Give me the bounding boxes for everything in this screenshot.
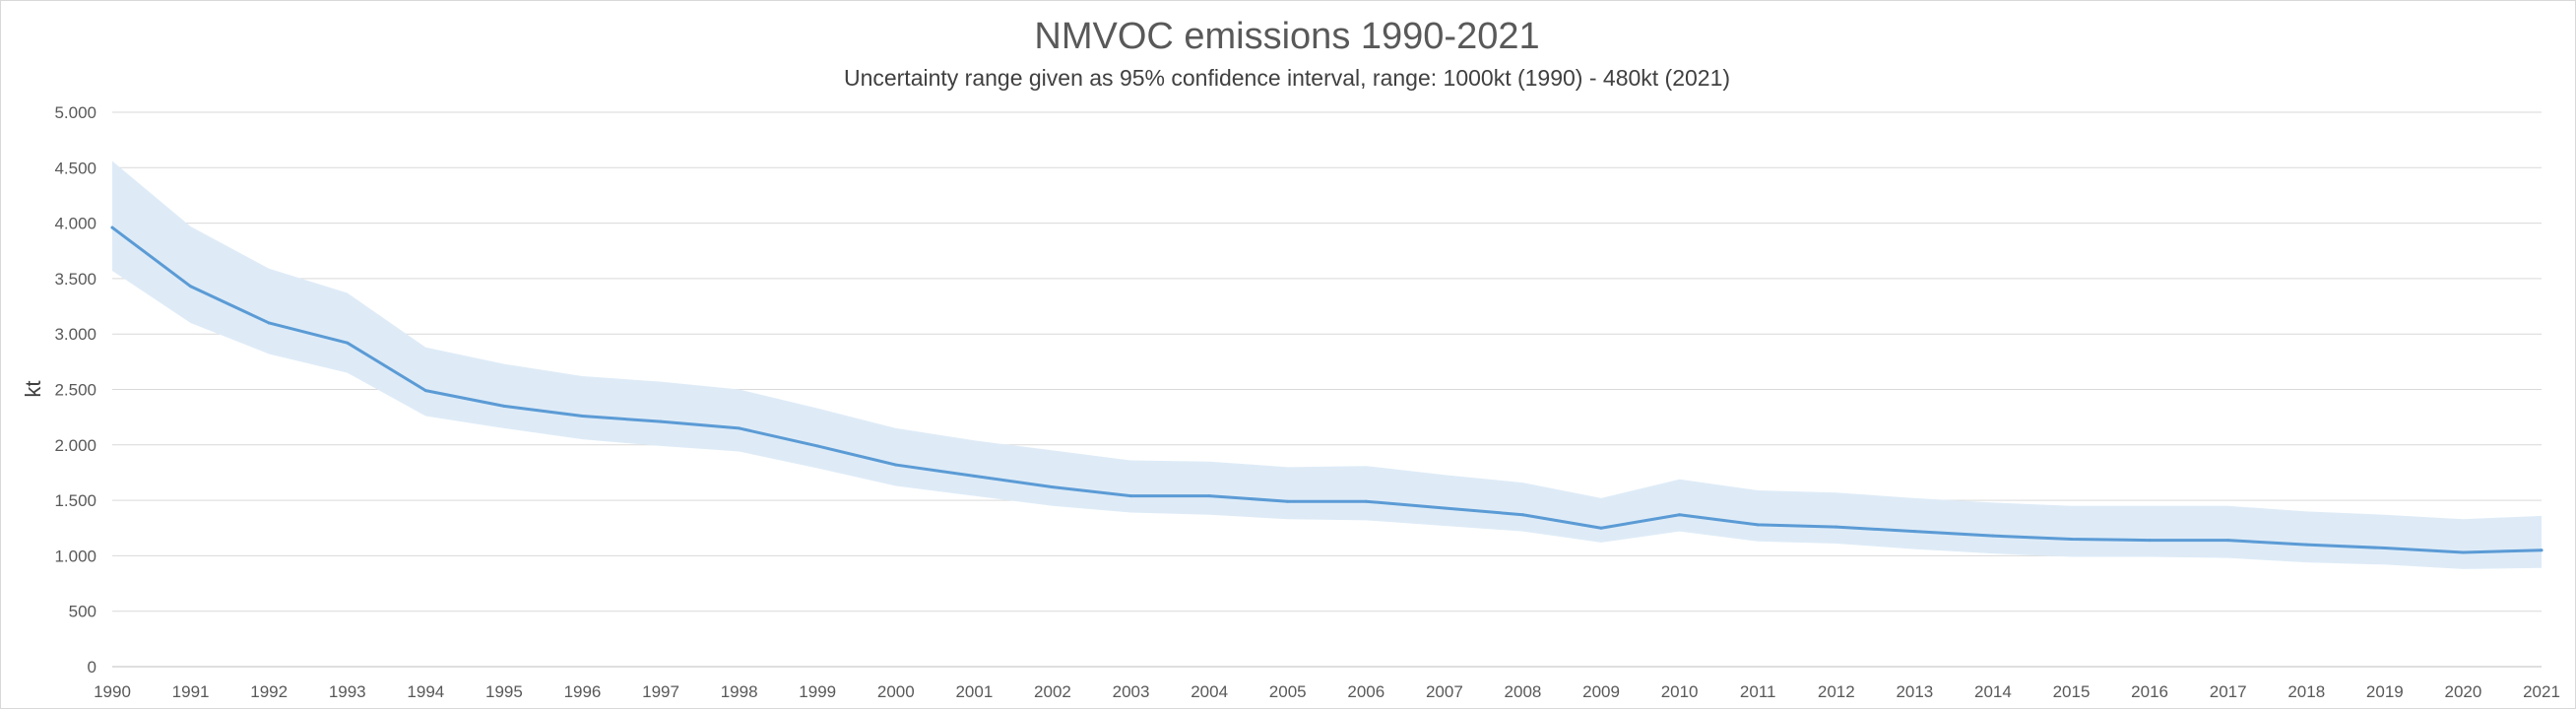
data-point xyxy=(738,426,741,430)
y-tick-label: 3.000 xyxy=(54,325,97,344)
data-point xyxy=(2540,548,2544,552)
x-tick-label: 2007 xyxy=(1426,682,1463,701)
x-tick-label: 1992 xyxy=(250,682,288,701)
data-point xyxy=(110,226,114,229)
y-tick-label: 1.000 xyxy=(54,547,97,565)
x-tick-label: 2006 xyxy=(1347,682,1385,701)
x-tick-label: 2001 xyxy=(955,682,993,701)
x-tick-label: 1999 xyxy=(799,682,836,701)
data-point xyxy=(580,415,584,419)
x-tick-label: 2016 xyxy=(2131,682,2168,701)
data-point xyxy=(2148,539,2152,543)
data-points-layer xyxy=(110,226,2544,554)
x-tick-label: 2019 xyxy=(2366,682,2404,701)
x-tick-label: 2002 xyxy=(1034,682,1071,701)
data-point xyxy=(1129,494,1133,498)
y-tick-label: 2.500 xyxy=(54,381,97,400)
x-tick-label: 2017 xyxy=(2210,682,2247,701)
data-point xyxy=(1286,499,1290,503)
y-tick-label: 2.000 xyxy=(54,436,97,455)
data-point xyxy=(1835,525,1838,529)
data-point xyxy=(423,389,427,393)
y-tick-label: 1.500 xyxy=(54,491,97,510)
data-point xyxy=(502,404,506,408)
x-tick-label: 1998 xyxy=(721,682,758,701)
x-tick-label: 2012 xyxy=(1818,682,1855,701)
y-tick-label: 0 xyxy=(88,658,97,677)
y-tick-label: 5.000 xyxy=(54,103,97,122)
x-tick-label: 1993 xyxy=(329,682,366,701)
data-point xyxy=(2304,543,2308,547)
data-point xyxy=(2226,539,2230,543)
x-tick-label: 2021 xyxy=(2523,682,2560,701)
data-point xyxy=(2383,547,2387,550)
x-tick-label: 2020 xyxy=(2445,682,2482,701)
data-point xyxy=(894,463,898,467)
y-tick-label: 3.500 xyxy=(54,270,97,289)
x-tick-label: 2011 xyxy=(1740,682,1776,701)
data-point xyxy=(267,321,271,325)
x-tick-label: 1996 xyxy=(564,682,602,701)
data-point xyxy=(1051,485,1055,489)
x-tick-label: 2004 xyxy=(1191,682,1228,701)
x-tick-label: 1997 xyxy=(642,682,679,701)
x-tick-label: 2000 xyxy=(877,682,915,701)
series-line-layer xyxy=(110,226,2544,554)
data-point xyxy=(1991,534,1995,538)
emissions-line xyxy=(110,226,2544,554)
data-point xyxy=(1443,506,1447,510)
data-point xyxy=(1520,513,1524,517)
x-tick-label: 2005 xyxy=(1269,682,1307,701)
data-point xyxy=(189,285,193,289)
x-tick-labels: 1990 1991 1992 1993 1994 1995 1996 1997 1998 1999… xyxy=(94,682,2560,701)
x-tick-label: 1991 xyxy=(172,682,210,701)
x-tick-label: 1995 xyxy=(485,682,523,701)
data-point xyxy=(972,474,976,478)
data-point xyxy=(1912,530,1916,534)
data-point xyxy=(1678,513,1682,517)
y-tick-label: 4.500 xyxy=(54,159,97,177)
x-tick-label: 2009 xyxy=(1582,682,1620,701)
x-tick-label: 1994 xyxy=(407,682,444,701)
uncertainty-band-layer xyxy=(112,161,2542,569)
data-point xyxy=(659,419,663,423)
x-tick-label: 2018 xyxy=(2287,682,2325,701)
chart-subtitle: Uncertainty range given as 95% confidenc… xyxy=(844,65,1730,91)
x-tick-label: 2008 xyxy=(1505,682,1542,701)
y-axis-title: kt xyxy=(21,380,45,397)
x-tick-label: 2003 xyxy=(1113,682,1150,701)
chart-title: NMVOC emissions 1990-2021 xyxy=(1034,16,1539,57)
uncertainty-band xyxy=(112,161,2542,569)
x-tick-label: 2010 xyxy=(1661,682,1699,701)
x-tick-label: 2015 xyxy=(2053,682,2091,701)
y-tick-label: 4.000 xyxy=(54,215,97,233)
data-point xyxy=(1599,526,1603,530)
x-tick-label: 2014 xyxy=(1974,682,2012,701)
data-point xyxy=(1756,523,1760,527)
x-tick-label: 2013 xyxy=(1896,682,1933,701)
y-tick-labels: 0 500 1.000 1.500 2.000 2.500 3.000 3.500 4.000 4… xyxy=(54,103,97,677)
data-point xyxy=(2461,550,2465,554)
data-point xyxy=(346,341,350,345)
data-point xyxy=(1207,494,1211,498)
data-point xyxy=(1364,499,1368,503)
x-tick-label: 1990 xyxy=(94,682,131,701)
data-point xyxy=(815,444,819,448)
data-point xyxy=(2070,538,2074,542)
y-tick-label: 500 xyxy=(69,603,97,621)
